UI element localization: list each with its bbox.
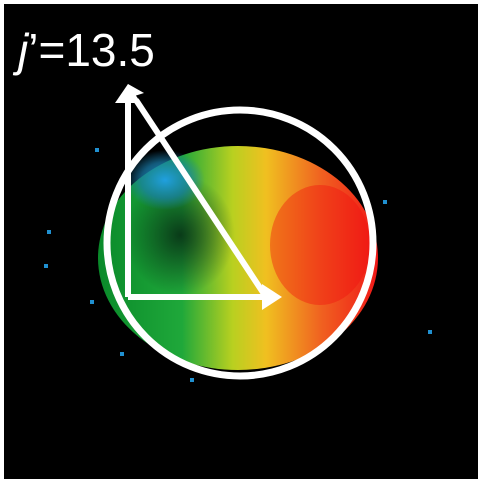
label: j’=13.5	[12, 24, 155, 76]
label-rest: ’=13.5	[28, 24, 155, 76]
image: j’=13.5	[0, 0, 482, 490]
page: j’=13.5 (() => { const data = JSON.parse…	[0, 0, 482, 490]
